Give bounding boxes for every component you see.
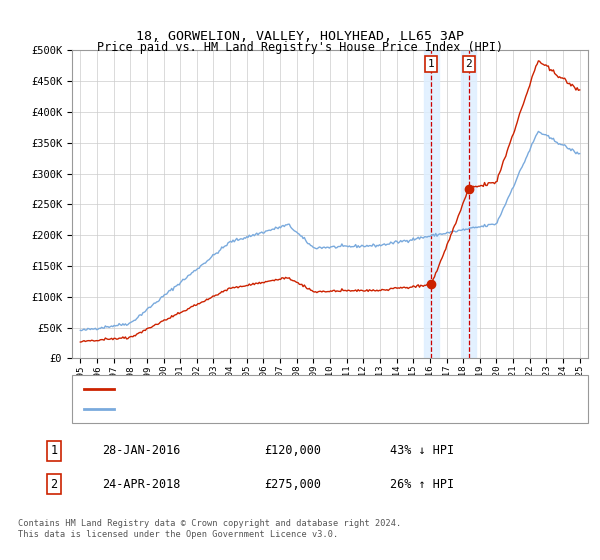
Text: 43% ↓ HPI: 43% ↓ HPI: [390, 444, 454, 458]
Text: Contains HM Land Registry data © Crown copyright and database right 2024.
This d: Contains HM Land Registry data © Crown c…: [18, 520, 401, 539]
Text: 2: 2: [465, 59, 472, 69]
Bar: [461, 50, 476, 358]
Text: 26% ↑ HPI: 26% ↑ HPI: [390, 478, 454, 491]
Text: 1: 1: [428, 59, 434, 69]
Text: 18, GORWELION, VALLEY, HOLYHEAD, LL65 3AP (detached house): 18, GORWELION, VALLEY, HOLYHEAD, LL65 3A…: [123, 384, 485, 394]
Text: HPI: Average price, detached house, Isle of Anglesey: HPI: Average price, detached house, Isle…: [123, 404, 448, 414]
Text: Price paid vs. HM Land Registry's House Price Index (HPI): Price paid vs. HM Land Registry's House …: [97, 41, 503, 54]
Text: 24-APR-2018: 24-APR-2018: [102, 478, 181, 491]
Text: £120,000: £120,000: [264, 444, 321, 458]
Text: 2: 2: [50, 478, 58, 491]
Text: £275,000: £275,000: [264, 478, 321, 491]
Text: 28-JAN-2016: 28-JAN-2016: [102, 444, 181, 458]
Text: 1: 1: [50, 444, 58, 458]
Bar: [424, 50, 439, 358]
Text: 18, GORWELION, VALLEY, HOLYHEAD, LL65 3AP: 18, GORWELION, VALLEY, HOLYHEAD, LL65 3A…: [136, 30, 464, 43]
